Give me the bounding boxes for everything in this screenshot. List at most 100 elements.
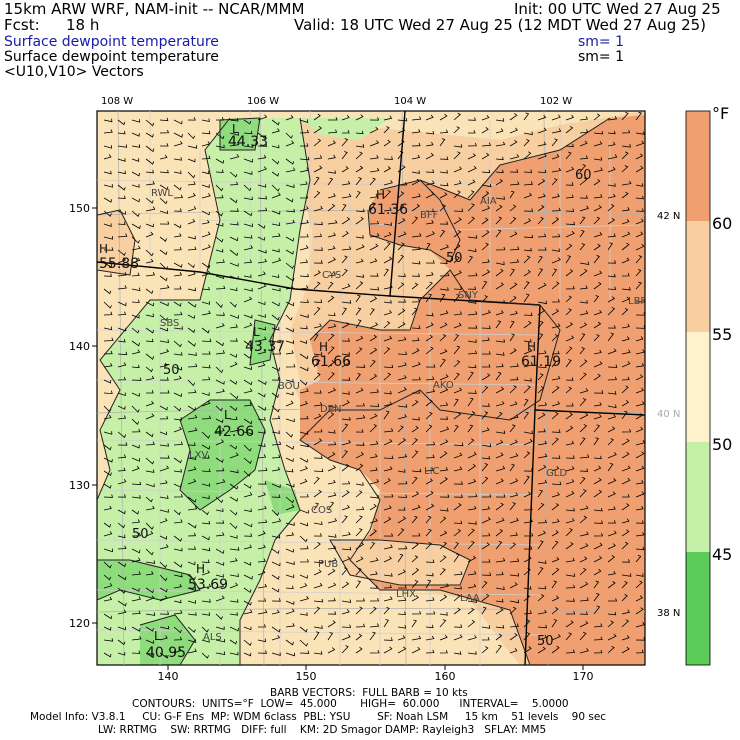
wind-barb bbox=[523, 281, 530, 290]
wind-barb bbox=[621, 594, 628, 602]
wind-barb bbox=[635, 218, 644, 225]
wind-barb bbox=[523, 475, 530, 485]
wind-barb bbox=[425, 220, 434, 225]
wind-barb bbox=[117, 442, 128, 446]
wind-barb bbox=[551, 492, 560, 498]
wind-barb bbox=[131, 223, 141, 230]
wind-barb bbox=[495, 571, 504, 576]
wind-barb bbox=[187, 626, 196, 633]
wind-barb bbox=[425, 231, 435, 238]
wind-barb bbox=[299, 493, 309, 498]
wind-barb bbox=[299, 194, 309, 199]
wind-barb bbox=[369, 167, 380, 173]
wind-barb bbox=[327, 257, 336, 264]
wind-barb bbox=[593, 205, 602, 212]
wind-barb bbox=[201, 376, 211, 381]
wind-barb bbox=[565, 386, 572, 394]
wind-barb bbox=[257, 570, 266, 576]
wind-barb bbox=[453, 311, 463, 316]
wind-barb bbox=[397, 204, 405, 212]
wind-barb bbox=[495, 118, 505, 122]
wind-barb bbox=[201, 559, 210, 563]
wind-barb bbox=[467, 190, 475, 199]
wind-barb bbox=[551, 645, 560, 654]
wind-barb bbox=[257, 481, 267, 485]
wind-barb bbox=[299, 299, 309, 304]
wind-barb bbox=[411, 468, 422, 473]
wind-barb bbox=[607, 633, 617, 641]
wind-barb bbox=[131, 610, 141, 615]
wind-barb bbox=[383, 321, 391, 329]
wind-barb bbox=[551, 465, 560, 472]
wind-barb bbox=[565, 573, 576, 577]
wind-barb bbox=[425, 478, 433, 485]
wind-barb bbox=[201, 338, 212, 343]
wind-barb bbox=[313, 521, 323, 525]
wind-barb bbox=[397, 646, 407, 654]
wind-barb bbox=[593, 178, 601, 186]
city-label: LBF bbox=[628, 296, 646, 307]
wind-barb bbox=[159, 544, 169, 550]
wind-barb bbox=[271, 430, 280, 434]
wind-barb bbox=[467, 540, 475, 550]
wind-barb bbox=[551, 114, 561, 121]
wind-barb bbox=[537, 255, 543, 264]
wind-barb bbox=[467, 607, 475, 615]
wind-barb bbox=[607, 570, 616, 576]
wind-barb bbox=[117, 467, 126, 472]
wind-barb bbox=[145, 231, 154, 238]
wind-barb bbox=[565, 541, 574, 550]
wind-barb bbox=[369, 177, 376, 186]
wind-barb bbox=[565, 114, 575, 121]
wind-barb bbox=[243, 402, 252, 407]
wind-barb bbox=[327, 203, 336, 212]
wind-barb bbox=[509, 268, 515, 277]
wind-barb bbox=[551, 567, 560, 576]
wind-barb bbox=[467, 300, 477, 304]
wind-barb bbox=[341, 352, 350, 356]
wind-barb bbox=[565, 221, 576, 226]
wind-barb bbox=[425, 610, 436, 615]
wind-barb bbox=[103, 522, 111, 528]
wind-barb bbox=[299, 119, 309, 123]
wind-barb bbox=[397, 231, 407, 238]
wind-barb bbox=[439, 439, 449, 446]
wind-barb bbox=[467, 583, 477, 589]
wind-barb bbox=[243, 119, 252, 125]
wind-barb bbox=[453, 294, 460, 303]
wind-barb bbox=[425, 572, 434, 577]
wind-barb bbox=[173, 375, 182, 381]
wind-barb bbox=[439, 494, 450, 498]
wind-barb bbox=[159, 509, 169, 513]
wind-barb bbox=[439, 555, 447, 563]
grid-ticks bbox=[92, 207, 584, 670]
wind-barb bbox=[425, 624, 434, 629]
contour-legend: CONTOURS: UNITS=°F LOW= 45.000 HIGH= 60.… bbox=[132, 698, 569, 710]
wind-barb bbox=[383, 544, 393, 550]
wind-barb bbox=[439, 192, 448, 199]
wind-barb bbox=[593, 390, 604, 394]
wind-barb bbox=[341, 490, 350, 498]
wind-barb bbox=[187, 145, 198, 149]
wind-barb bbox=[607, 478, 617, 485]
low-marker: L bbox=[253, 325, 260, 339]
wind-barb bbox=[328, 116, 338, 121]
wind-barb bbox=[243, 184, 252, 192]
wind-barb bbox=[453, 144, 463, 148]
wind-barb bbox=[299, 626, 308, 633]
wind-barb bbox=[453, 334, 460, 342]
wind-barb bbox=[383, 115, 393, 121]
wind-barb bbox=[257, 236, 266, 241]
wind-barb bbox=[383, 606, 390, 615]
wind-barb bbox=[593, 542, 603, 550]
wind-barb bbox=[103, 414, 112, 420]
wind-barb bbox=[187, 340, 196, 347]
wind-barb bbox=[229, 361, 238, 368]
wind-barb bbox=[537, 364, 547, 369]
wind-barb bbox=[453, 442, 464, 447]
wind-barb bbox=[215, 275, 225, 280]
wind-barb bbox=[509, 492, 519, 498]
wind-barb bbox=[369, 424, 378, 433]
wind-barb bbox=[453, 126, 460, 134]
wind-barb bbox=[579, 398, 587, 407]
